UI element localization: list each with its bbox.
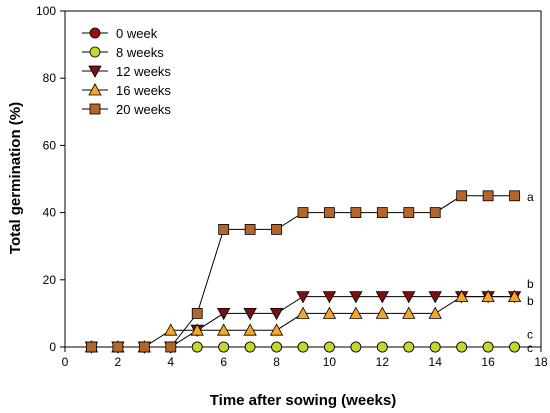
data-point <box>376 341 388 353</box>
legend-label: 20 weeks <box>116 102 171 117</box>
data-point <box>190 323 204 336</box>
data-point <box>322 291 337 304</box>
data-point <box>296 291 310 304</box>
data-point <box>375 291 390 304</box>
x-tick-label: 4 <box>167 355 174 369</box>
significance-letter: c <box>527 341 533 355</box>
data-point <box>429 341 441 353</box>
y-axis-title: Total germination (%) <box>7 102 24 254</box>
data-point <box>509 341 520 353</box>
y-tick-label: 60 <box>43 138 57 152</box>
y-tick-label: 0 <box>49 340 56 354</box>
data-point <box>324 341 335 353</box>
legend-label: 0 week <box>116 26 158 41</box>
legend-marker <box>89 103 101 115</box>
x-axis-title: Time after sowing (weeks) <box>210 392 396 409</box>
y-tick-label: 100 <box>36 4 56 18</box>
significance-letter: a <box>527 190 534 204</box>
data-point <box>271 341 282 353</box>
data-point <box>428 306 442 319</box>
data-point <box>403 207 415 219</box>
data-point <box>403 341 415 353</box>
data-point <box>138 341 150 353</box>
data-point <box>216 307 231 321</box>
y-tick-label: 20 <box>43 273 57 287</box>
legend-label: 8 weeks <box>116 45 164 60</box>
data-point <box>218 223 230 235</box>
data-point <box>509 190 520 202</box>
data-point <box>402 306 416 319</box>
data-point <box>165 341 177 353</box>
data-point <box>297 207 309 219</box>
data-point <box>376 207 388 219</box>
series-line <box>91 296 515 348</box>
significance-letter: c <box>527 328 533 342</box>
legend-marker <box>88 83 102 96</box>
data-point <box>86 341 97 353</box>
data-point <box>243 323 257 336</box>
x-tick-label: 16 <box>481 355 495 369</box>
data-point <box>218 341 230 353</box>
data-point <box>243 307 257 321</box>
legend-marker <box>89 27 101 39</box>
data-point <box>191 341 203 353</box>
y-tick-label: 80 <box>43 71 57 85</box>
data-point <box>324 207 335 219</box>
x-tick-label: 6 <box>220 355 227 369</box>
data-point <box>456 341 468 353</box>
data-point <box>164 323 178 336</box>
x-tick-label: 10 <box>323 355 337 369</box>
legend-marker <box>88 65 102 78</box>
data-point <box>269 307 284 321</box>
data-point <box>482 341 494 353</box>
data-point <box>297 341 309 353</box>
data-point <box>482 190 494 202</box>
significance-letter: b <box>527 277 534 291</box>
data-point <box>112 341 124 353</box>
data-point <box>191 307 203 319</box>
x-tick-label: 2 <box>115 355 122 369</box>
data-point <box>322 306 337 319</box>
data-point <box>456 190 468 202</box>
legend-label: 12 weeks <box>116 64 171 79</box>
data-point <box>244 341 256 353</box>
significance-letter: b <box>527 294 534 308</box>
data-point <box>350 341 362 353</box>
data-point <box>216 323 231 336</box>
x-tick-label: 0 <box>62 355 69 369</box>
data-point <box>375 306 390 319</box>
data-point <box>244 223 256 235</box>
x-tick-label: 12 <box>376 355 390 369</box>
x-tick-label: 14 <box>429 355 443 369</box>
data-point <box>429 207 441 219</box>
x-tick-label: 8 <box>273 355 280 369</box>
data-point <box>271 223 282 235</box>
data-point <box>428 291 442 304</box>
data-point <box>349 291 363 304</box>
series-line <box>91 195 515 348</box>
data-point <box>402 291 416 304</box>
y-tick-label: 40 <box>43 206 57 220</box>
data-point <box>269 323 284 336</box>
data-point <box>454 289 469 303</box>
series-line <box>91 296 515 348</box>
data-point <box>481 289 495 303</box>
data-point <box>296 306 310 319</box>
data-point <box>349 306 363 319</box>
legend-label: 16 weeks <box>116 83 171 98</box>
x-tick-label: 18 <box>534 355 548 369</box>
legend-marker <box>89 46 101 58</box>
data-point <box>350 207 362 219</box>
data-point <box>507 289 522 303</box>
